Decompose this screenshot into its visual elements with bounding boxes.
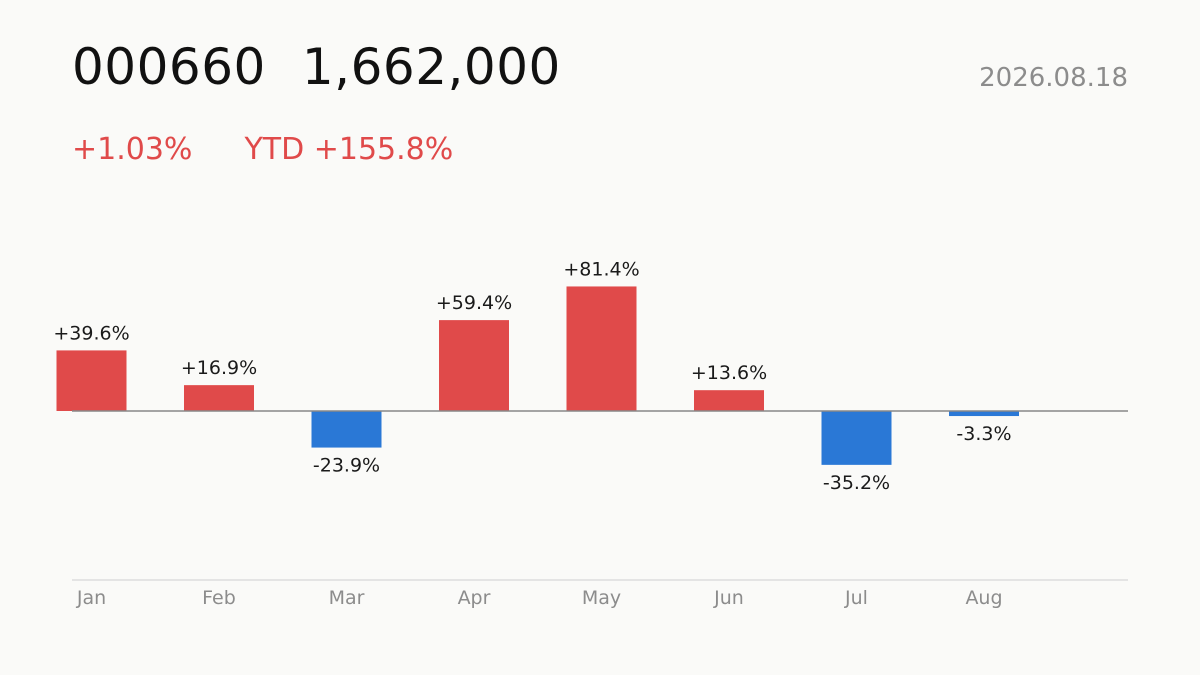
category-label-aug: Aug <box>965 587 1002 609</box>
bar-mar <box>311 411 382 448</box>
value-label-mar: -23.9% <box>313 455 380 477</box>
value-label-apr: +59.4% <box>436 292 512 314</box>
value-label-jan: +39.6% <box>53 322 129 344</box>
bar-jul <box>821 411 892 465</box>
ytd-change: YTD +155.8% <box>244 132 454 167</box>
bar-may <box>566 286 637 411</box>
bar-jan <box>56 350 127 411</box>
daily-change: +1.03% <box>72 132 193 167</box>
ticker-symbol: 000660 <box>72 38 266 96</box>
category-label-may: May <box>582 587 621 609</box>
change-row: +1.03% YTD +155.8% <box>72 132 453 167</box>
category-label-mar: Mar <box>329 587 365 609</box>
bar-feb <box>184 385 254 411</box>
category-label-jun: Jun <box>713 587 744 609</box>
bar-apr <box>439 320 509 411</box>
category-label-jul: Jul <box>844 587 868 609</box>
category-label-feb: Feb <box>202 587 236 609</box>
bar-jun <box>694 390 764 411</box>
value-label-feb: +16.9% <box>181 357 257 379</box>
ticker-header: 000660 1,662,000 <box>72 38 561 96</box>
quote-date: 2026.08.18 <box>979 63 1128 93</box>
value-label-may: +81.4% <box>563 258 639 280</box>
bar-aug <box>949 411 1019 417</box>
ticker-price: 1,662,000 <box>301 38 561 96</box>
value-label-aug: -3.3% <box>956 423 1011 445</box>
value-label-jul: -35.2% <box>823 472 890 494</box>
category-label-jan: Jan <box>76 587 106 609</box>
value-label-jun: +13.6% <box>691 362 767 384</box>
category-label-apr: Apr <box>458 587 491 609</box>
